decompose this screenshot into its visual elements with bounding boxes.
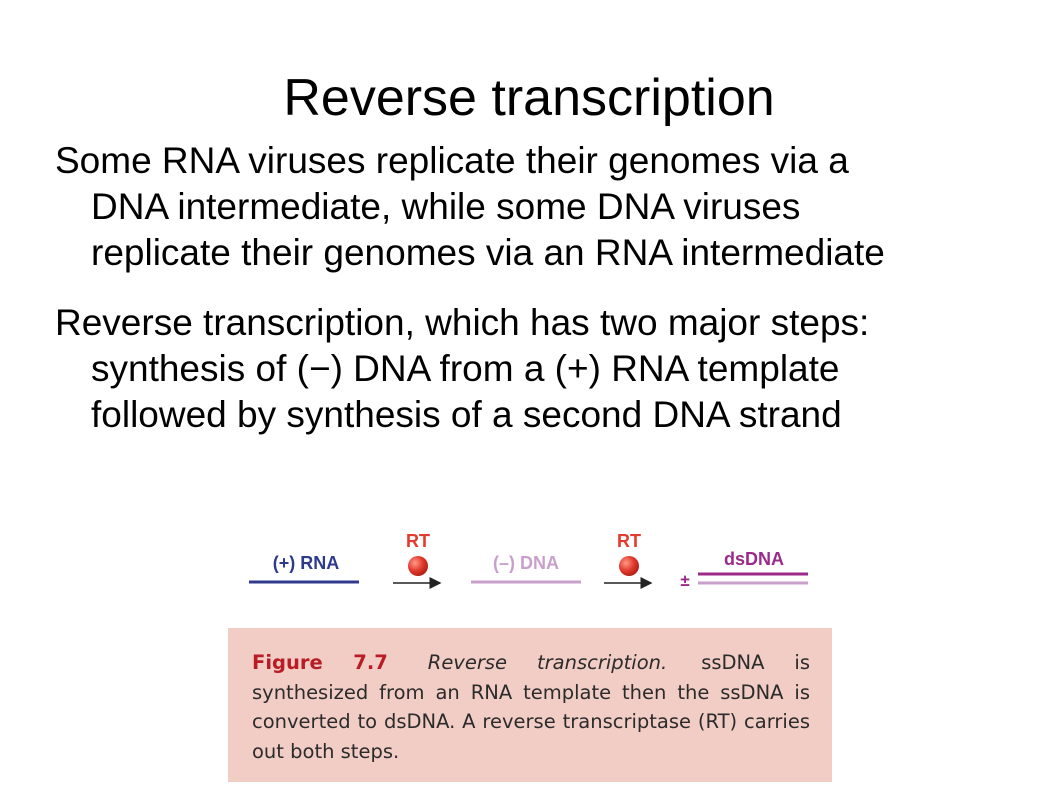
plusminus-symbol: ± <box>680 571 689 590</box>
figure-title: Reverse transcription. <box>427 651 668 674</box>
rna-label: (+) RNA <box>273 553 340 573</box>
bullet-2-line-2: synthesis of (−) DNA from a (+) RNA temp… <box>91 348 840 389</box>
figure-7-7: (+) RNA RT (–) DNA RT ± dsDNA Figure 7.7… <box>228 520 832 782</box>
rt-enzyme-icon-1 <box>408 556 428 576</box>
slide-title: Reverse transcription <box>283 69 775 127</box>
bullet-2-line-1: Reverse transcription, which has two maj… <box>55 302 870 343</box>
bullet-1-line-1: Some RNA viruses replicate their genomes… <box>55 140 849 181</box>
bullet-2-line-3: followed by synthesis of a second DNA st… <box>91 394 842 435</box>
bullet-1-line-2: DNA intermediate, while some DNA viruses <box>91 186 801 227</box>
rt-enzyme-icon-2 <box>619 556 639 576</box>
figure-label: Figure 7.7 <box>252 651 388 674</box>
minus-dna-label: (–) DNA <box>493 553 559 573</box>
rt-label-2: RT <box>617 531 641 551</box>
bullet-2: Reverse transcription, which has two maj… <box>55 300 1035 438</box>
reverse-transcription-diagram: (+) RNA RT (–) DNA RT ± dsDNA <box>249 531 808 590</box>
dsdna-label: dsDNA <box>724 549 784 569</box>
bullet-1-line-3: replicate their genomes via an RNA inter… <box>91 232 885 273</box>
figure-caption-text: ssDNA is synthesized from an RNA templat… <box>252 651 810 763</box>
rt-label-1: RT <box>406 531 430 551</box>
figure-caption: Figure 7.7 Reverse transcription. ssDNA … <box>228 628 832 782</box>
bullet-1: Some RNA viruses replicate their genomes… <box>55 138 1035 276</box>
